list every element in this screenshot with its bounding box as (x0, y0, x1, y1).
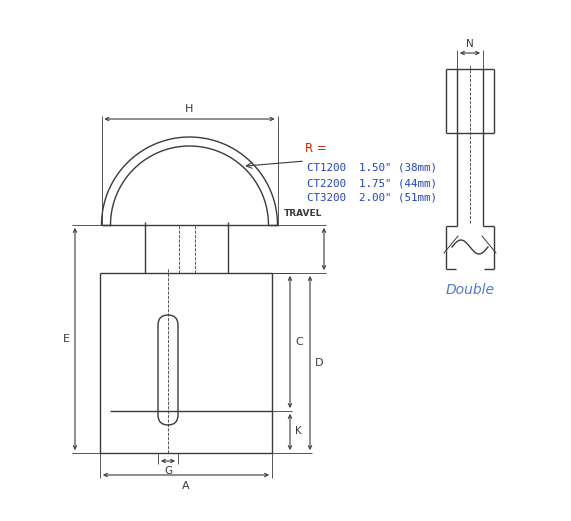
Text: C: C (295, 337, 303, 347)
Text: K: K (295, 426, 301, 436)
Text: D: D (315, 358, 324, 368)
Text: G: G (164, 466, 172, 476)
Text: CT2200  1.75" (44mm): CT2200 1.75" (44mm) (307, 178, 437, 188)
Text: A: A (182, 481, 190, 491)
Text: N: N (466, 39, 474, 49)
Text: CT3200  2.00" (51mm): CT3200 2.00" (51mm) (307, 193, 437, 203)
Text: Double: Double (445, 283, 494, 297)
Text: CT1200  1.50" (38mm): CT1200 1.50" (38mm) (307, 163, 437, 173)
Text: TRAVEL: TRAVEL (284, 209, 322, 218)
Text: R =: R = (305, 142, 327, 155)
Text: E: E (63, 334, 70, 344)
Text: H: H (186, 104, 194, 114)
